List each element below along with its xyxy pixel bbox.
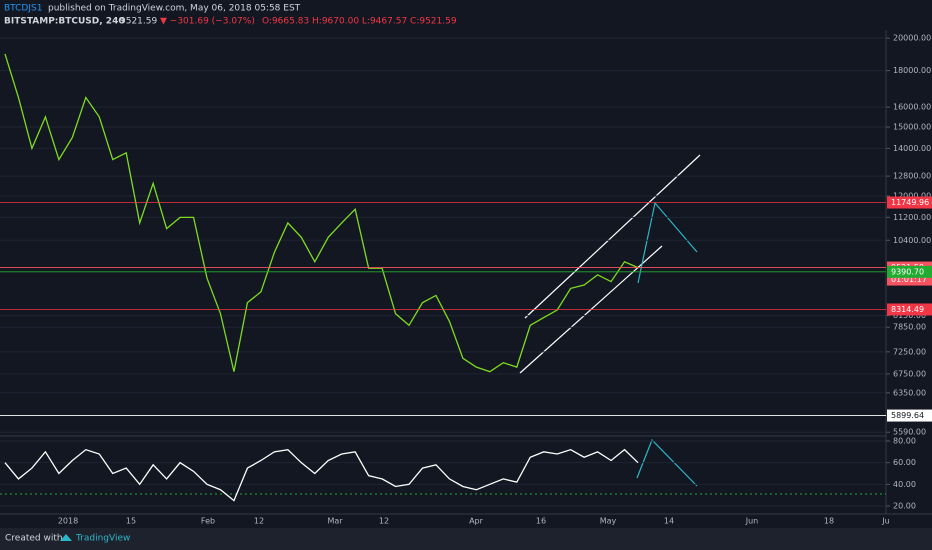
x-tick-label: 14 (664, 517, 674, 526)
brand-logo (60, 534, 72, 541)
published: published on TradingView.com, May 06, 20… (48, 4, 301, 14)
y-tick-label: 7850.00 (893, 323, 926, 332)
price-tag-label: 8314.49 (891, 305, 924, 314)
y-tick-label: 8150.00 (893, 311, 926, 320)
y-tick-label: 6750.00 (893, 369, 926, 378)
footer-bar (0, 528, 932, 550)
y-tick-label: 60.00 (893, 458, 916, 467)
y-tick-label: 7250.00 (893, 347, 926, 356)
y-tick-label: 5590.00 (893, 428, 926, 437)
y-tick-label: 12000.00 (893, 192, 931, 201)
x-tick-label: 2018 (58, 517, 78, 526)
symbol: BITSTAMP:BTCUSD, 240 (4, 17, 125, 27)
price-tag-label: 9390.70 (891, 267, 924, 276)
price-tag (887, 196, 932, 209)
last-price: 9521.59 (120, 17, 157, 27)
y-tick-label: 40.00 (893, 480, 916, 489)
footer-brand[interactable]: TradingView (75, 534, 130, 544)
y-tick-label: 18000.00 (893, 66, 931, 75)
x-tick-label: 18 (824, 517, 834, 526)
channel-line (524, 154, 701, 319)
y-tick-label: 11200.00 (893, 213, 931, 222)
ohlc: O:9665.83 H:9670.00 L:9467.57 C:9521.59 (262, 17, 457, 27)
x-tick-label: 12 (379, 517, 389, 526)
x-tick-label: May (600, 517, 617, 526)
footer-created: Created with (5, 534, 63, 544)
price-tag-label: 5899.64 (891, 411, 924, 420)
x-tick-label: Apr (469, 517, 484, 526)
x-tick-label: 12 (254, 517, 264, 526)
price-line (4, 53, 639, 373)
price-tag (887, 265, 932, 278)
y-tick-label: 15000.00 (893, 123, 931, 132)
y-tick-label: 20000.00 (893, 34, 931, 43)
change: ▼ −301.69 (−3.07%) (160, 17, 255, 27)
countdown: 01:01:17 (891, 275, 927, 284)
x-tick-label: Jun (745, 517, 759, 526)
forecast-arrow (636, 438, 698, 487)
y-tick-label: 14000.00 (893, 144, 931, 153)
x-tick-label: 15 (126, 517, 136, 526)
forecast-arrow (637, 201, 698, 284)
price-tag (887, 409, 932, 422)
x-tick-label: Feb (201, 517, 215, 526)
price-tag (887, 303, 932, 316)
y-tick-label: 6350.00 (893, 388, 926, 397)
x-tick-label: Mar (327, 517, 343, 526)
price-tag-label: 11749.96 (891, 198, 929, 207)
y-tick-label: 80.00 (893, 437, 916, 446)
y-tick-label: 10400.00 (893, 236, 931, 245)
y-tick-label: 16000.00 (893, 103, 931, 112)
x-tick-label: 16 (536, 517, 546, 526)
author[interactable]: BTCDJS1 (4, 4, 42, 14)
price-line (4, 448, 639, 502)
x-tick-label: Ju (881, 517, 889, 526)
y-tick-label: 12800.00 (893, 172, 931, 181)
y-tick-label: 20.00 (893, 501, 916, 510)
